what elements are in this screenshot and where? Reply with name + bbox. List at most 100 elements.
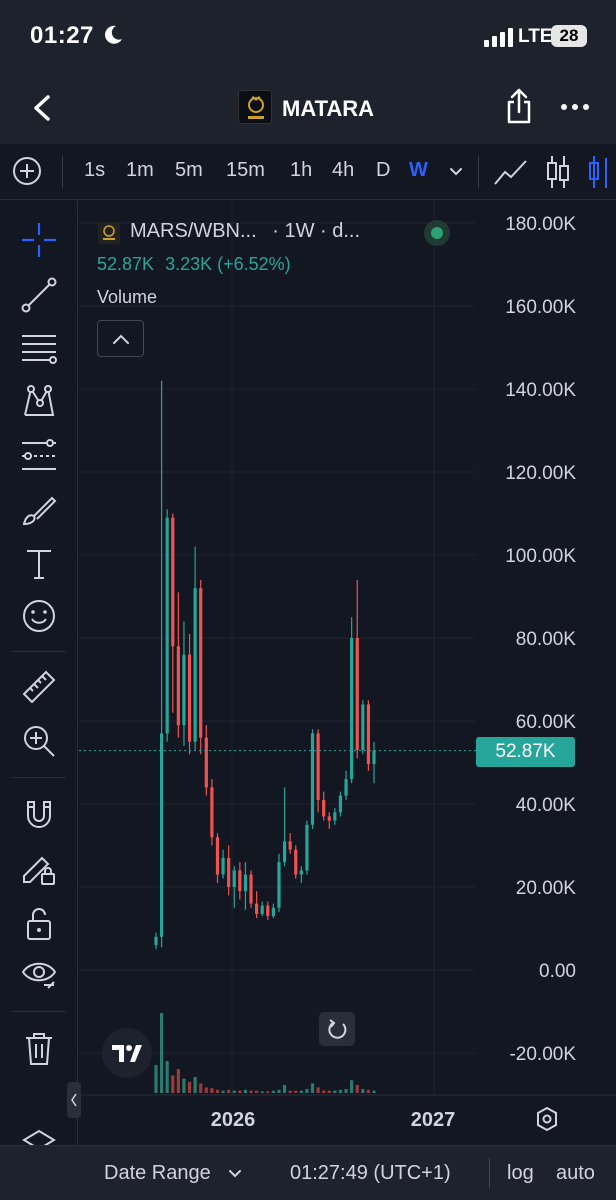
candle-body: [333, 812, 337, 821]
candle-body: [182, 654, 186, 726]
auto-scale-button[interactable]: auto: [556, 1162, 595, 1184]
volume-bar: [232, 1090, 236, 1093]
lock-drawings-icon[interactable]: [20, 850, 58, 888]
ruler-icon[interactable]: [20, 668, 58, 706]
candle-body: [238, 870, 242, 892]
y-axis-tick-label: 20.00K: [516, 878, 577, 899]
share-icon[interactable]: [504, 88, 534, 124]
hollow-candle-icon[interactable]: [588, 154, 616, 190]
market-status-indicator[interactable]: [424, 220, 450, 246]
interval-d[interactable]: D: [376, 159, 391, 181]
legend-last-price: 52.87K: [97, 254, 155, 274]
add-indicator-icon[interactable]: [12, 156, 42, 186]
interval-1m[interactable]: 1m: [126, 159, 154, 181]
visibility-icon[interactable]: [20, 955, 58, 993]
interval-w[interactable]: W: [409, 159, 428, 181]
unlock-icon[interactable]: [20, 904, 58, 942]
candle-body: [338, 795, 343, 813]
symbol-logo: [98, 222, 120, 244]
candle-body: [327, 816, 331, 821]
interval-1h[interactable]: 1h: [290, 159, 313, 181]
volume-bar: [154, 1065, 158, 1093]
page-title: MATARA: [282, 96, 375, 121]
legend-collapse-button[interactable]: [97, 320, 144, 357]
interval-15m[interactable]: 15m: [226, 159, 265, 181]
interval-5m[interactable]: 5m: [175, 159, 203, 181]
y-axis-tick-label: 40.00K: [516, 795, 577, 816]
pattern-icon[interactable]: [20, 383, 58, 421]
candle-body: [305, 824, 309, 871]
chart-area[interactable]: 180.00K 160.00K 140.00K 120.00K 100.00K 80.00…: [79, 201, 616, 1145]
volume-bar: [227, 1089, 231, 1093]
volume-bar: [249, 1090, 253, 1093]
volume-bar: [243, 1089, 248, 1093]
chevron-down-icon[interactable]: [448, 164, 464, 180]
legend-interval: · 1W · d...: [272, 220, 361, 242]
candle-body: [154, 936, 158, 946]
app-logo: [238, 90, 272, 124]
timezone-clock[interactable]: 01:27:49 (UTC+1): [290, 1162, 451, 1184]
volume-bar: [305, 1089, 309, 1093]
fib-retracement-icon[interactable]: [20, 330, 58, 368]
legend-symbol[interactable]: MARS/WBN...: [130, 220, 257, 242]
candle-body: [187, 654, 192, 742]
candle-body: [249, 874, 253, 904]
network-label: LTE: [518, 26, 553, 47]
toolbar-divider: [478, 156, 479, 188]
settings-icon[interactable]: [534, 1106, 560, 1132]
interval-4h[interactable]: 4h: [332, 159, 355, 181]
date-range-button[interactable]: Date Range: [104, 1162, 211, 1184]
tradingview-logo[interactable]: [102, 1028, 152, 1078]
candle-body: [271, 907, 275, 917]
reset-chart-button[interactable]: [319, 1012, 355, 1046]
candle-body: [294, 849, 298, 875]
text-tool-icon[interactable]: [20, 545, 58, 583]
volume-bar: [327, 1090, 331, 1093]
candle-body: [355, 638, 359, 751]
toolbar-divider: [12, 651, 66, 652]
back-icon[interactable]: [30, 94, 56, 122]
x-axis-tick-label: 2027: [411, 1109, 456, 1131]
price-chart[interactable]: 180.00K 160.00K 140.00K 120.00K 100.00K 80.00…: [79, 201, 616, 1145]
volume-bar: [322, 1090, 326, 1093]
volume-bar: [199, 1083, 203, 1093]
emoji-icon[interactable]: [20, 597, 58, 635]
more-icon[interactable]: [560, 102, 590, 112]
y-axis-tick-label: 100.00K: [505, 546, 576, 567]
x-axis-tick-label: 2026: [211, 1109, 256, 1131]
chevron-down-icon[interactable]: [228, 1167, 242, 1181]
candle-body: [159, 733, 164, 937]
toolbar-collapse-handle[interactable]: [67, 1082, 81, 1118]
volume-bar: [260, 1091, 264, 1093]
trend-line-icon[interactable]: [20, 276, 58, 314]
y-axis-tick-label: 140.00K: [505, 380, 576, 401]
volume-bar: [165, 1061, 169, 1093]
prediction-icon[interactable]: [20, 437, 58, 475]
trash-icon[interactable]: [20, 1030, 58, 1068]
legend-change: 3.23K (+6.52%): [165, 254, 291, 274]
candle-body: [227, 857, 231, 887]
candle-body: [299, 870, 303, 875]
crosshair-icon[interactable]: [20, 221, 58, 259]
zoom-in-icon[interactable]: [20, 722, 58, 760]
volume-bar: [266, 1091, 270, 1093]
volume-bar: [366, 1089, 371, 1093]
magnet-icon[interactable]: [20, 796, 58, 834]
legend-title[interactable]: MARS/WBN... · 1W · d...: [130, 220, 360, 243]
volume-bar: [221, 1090, 225, 1093]
brush-icon[interactable]: [20, 492, 58, 530]
volume-bar: [182, 1078, 186, 1093]
y-axis-tick-label: 0.00: [539, 961, 576, 982]
moon-icon: [105, 25, 122, 44]
candle-body: [204, 737, 208, 788]
candle-body: [221, 857, 225, 875]
candlestick-icon[interactable]: [546, 154, 570, 190]
candle-body: [260, 905, 264, 914]
candle-body: [266, 905, 270, 917]
toolbar-divider: [12, 1011, 66, 1012]
candle-body: [176, 646, 180, 726]
log-scale-button[interactable]: log: [507, 1162, 534, 1184]
candle-body: [372, 750, 376, 764]
line-chart-icon[interactable]: [494, 158, 528, 186]
interval-1s[interactable]: 1s: [84, 159, 106, 181]
